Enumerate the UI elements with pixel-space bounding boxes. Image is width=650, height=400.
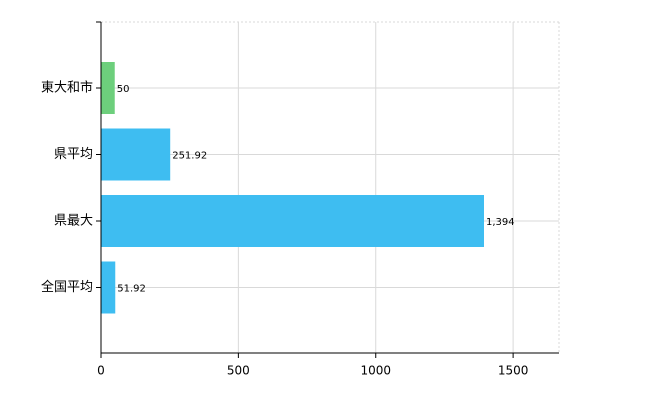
value-label: 1,394 (486, 217, 515, 228)
x-tick-label: 500 (227, 364, 250, 378)
x-tick-label: 1000 (360, 364, 391, 378)
value-label: 251.92 (172, 151, 207, 162)
value-label: 51.92 (117, 284, 146, 295)
x-tick-label: 1500 (498, 364, 529, 378)
value-label: 50 (117, 84, 130, 95)
x-tick-label: 0 (97, 364, 105, 378)
y-tick-label: 県平均 (54, 147, 93, 162)
bar (101, 195, 484, 247)
bar (101, 261, 116, 314)
y-tick-label: 全国平均 (41, 279, 93, 295)
y-tick-label: 東大和市 (41, 80, 93, 96)
bar (101, 62, 115, 114)
y-tick-label: 県最大 (54, 214, 93, 229)
bar (101, 128, 171, 181)
